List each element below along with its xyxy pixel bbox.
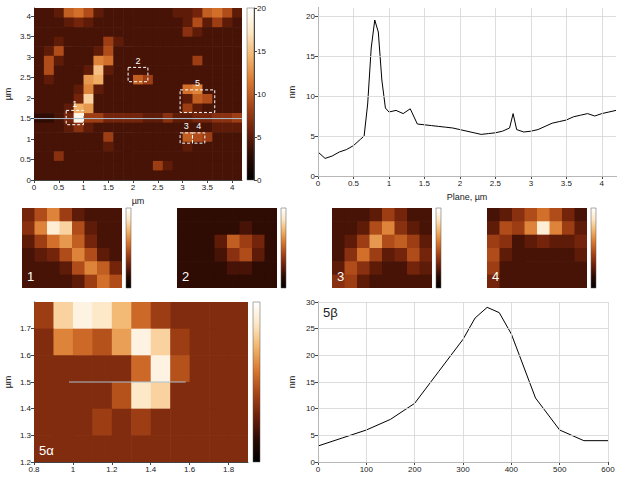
- svg-text:0: 0: [32, 183, 37, 192]
- svg-text:3: 3: [27, 53, 32, 62]
- svg-text:0: 0: [26, 175, 31, 185]
- svg-text:1.6: 1.6: [184, 465, 196, 474]
- svg-text:4: 4: [196, 121, 201, 131]
- svg-text:30: 30: [306, 298, 315, 307]
- svg-text:3: 3: [529, 179, 534, 188]
- svg-text:0: 0: [310, 457, 315, 467]
- svg-text:1.4: 1.4: [20, 404, 32, 413]
- svg-text:1: 1: [387, 179, 392, 188]
- svg-text:1: 1: [72, 99, 77, 109]
- svg-text:5: 5: [257, 133, 262, 142]
- svg-text:5: 5: [195, 78, 200, 88]
- svg-text:0.8: 0.8: [28, 465, 40, 474]
- svg-text:2: 2: [131, 183, 136, 192]
- svg-text:1.2: 1.2: [19, 457, 31, 467]
- svg-text:4: 4: [27, 12, 32, 21]
- svg-text:1.8: 1.8: [223, 465, 235, 474]
- svg-text:Plane, µm: Plane, µm: [447, 192, 488, 202]
- svg-text:0: 0: [310, 171, 315, 181]
- svg-text:0.5: 0.5: [20, 155, 32, 164]
- svg-text:1.5: 1.5: [103, 183, 115, 192]
- svg-text:3.5: 3.5: [561, 179, 573, 188]
- svg-text:1.6: 1.6: [20, 351, 32, 360]
- svg-text:1: 1: [27, 135, 32, 144]
- svg-text:µm: µm: [132, 196, 145, 206]
- svg-text:3: 3: [184, 121, 189, 131]
- svg-text:0.5: 0.5: [53, 183, 65, 192]
- svg-text:300: 300: [456, 465, 470, 474]
- svg-text:2: 2: [135, 56, 140, 66]
- svg-text:0: 0: [257, 176, 262, 185]
- svg-text:10: 10: [306, 92, 315, 101]
- svg-text:3.5: 3.5: [20, 32, 32, 41]
- svg-text:5α: 5α: [39, 443, 54, 458]
- svg-text:20: 20: [257, 4, 266, 13]
- svg-text:4: 4: [600, 179, 605, 188]
- svg-text:µm: µm: [3, 376, 13, 389]
- svg-text:0.5: 0.5: [348, 179, 360, 188]
- svg-text:nm: nm: [287, 86, 297, 99]
- svg-text:10: 10: [257, 90, 266, 99]
- svg-text:400: 400: [505, 465, 519, 474]
- svg-text:10: 10: [306, 404, 315, 413]
- svg-text:1.5: 1.5: [20, 114, 32, 123]
- svg-text:4: 4: [492, 269, 499, 284]
- svg-text:1.3: 1.3: [20, 431, 32, 440]
- svg-text:4: 4: [230, 183, 235, 192]
- svg-text:0: 0: [316, 179, 321, 188]
- svg-text:20: 20: [306, 12, 315, 21]
- svg-text:500: 500: [553, 465, 567, 474]
- svg-text:5: 5: [311, 431, 316, 440]
- svg-text:5β: 5β: [323, 305, 338, 320]
- svg-text:1: 1: [27, 269, 34, 284]
- svg-text:1.5: 1.5: [419, 179, 431, 188]
- svg-text:3: 3: [180, 183, 185, 192]
- svg-text:2.5: 2.5: [20, 73, 32, 82]
- svg-text:2: 2: [458, 179, 463, 188]
- svg-text:1.5: 1.5: [20, 378, 32, 387]
- svg-text:0: 0: [316, 465, 321, 474]
- svg-text:100: 100: [360, 465, 374, 474]
- svg-text:15: 15: [306, 378, 315, 387]
- svg-text:3.5: 3.5: [202, 183, 214, 192]
- svg-text:1.2: 1.2: [106, 465, 118, 474]
- svg-text:µm: µm: [3, 88, 13, 101]
- svg-text:1.4: 1.4: [145, 465, 157, 474]
- svg-text:5: 5: [311, 132, 316, 141]
- svg-text:3: 3: [337, 269, 344, 284]
- svg-text:1: 1: [81, 183, 86, 192]
- svg-text:1: 1: [71, 465, 76, 474]
- svg-text:15: 15: [306, 52, 315, 61]
- svg-text:20: 20: [306, 351, 315, 360]
- svg-text:25: 25: [306, 324, 315, 333]
- svg-text:2: 2: [182, 269, 189, 284]
- svg-text:nm: nm: [287, 376, 297, 389]
- svg-text:2.5: 2.5: [490, 179, 502, 188]
- svg-text:15: 15: [257, 47, 266, 56]
- svg-text:200: 200: [408, 465, 422, 474]
- svg-text:1.7: 1.7: [20, 324, 32, 333]
- svg-text:600: 600: [601, 465, 615, 474]
- svg-text:2: 2: [27, 94, 32, 103]
- svg-text:2.5: 2.5: [152, 183, 164, 192]
